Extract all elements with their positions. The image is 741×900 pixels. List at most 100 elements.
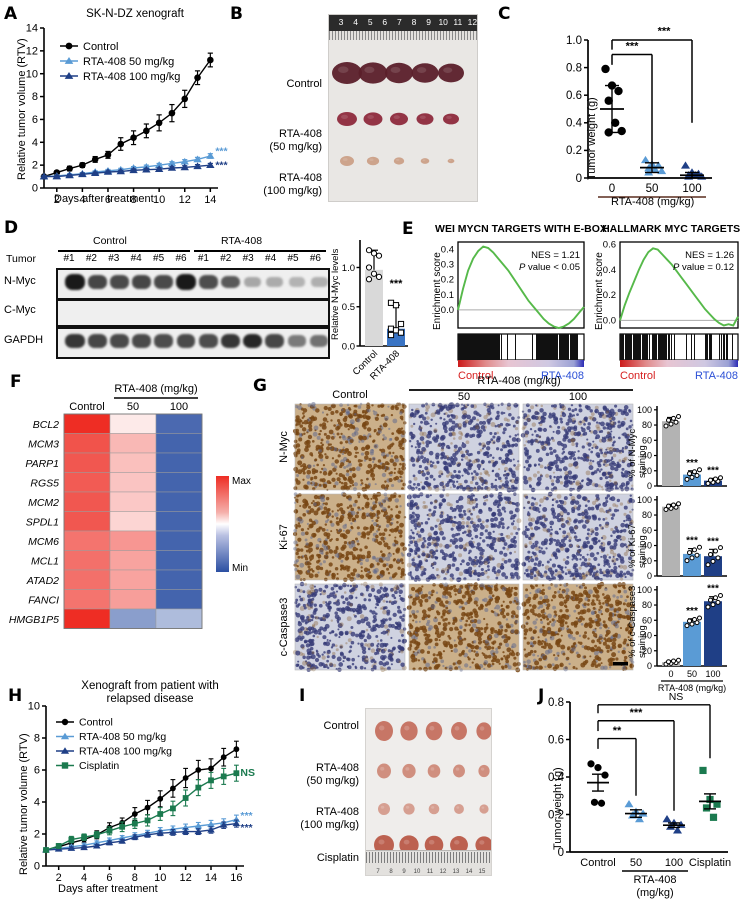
- tumor-specimen: [400, 721, 418, 741]
- panel-a-ytick: 10: [26, 68, 38, 80]
- panel-j-ytick: 0.4: [548, 772, 565, 784]
- panel-i: I Control RTA-408 (50 mg/kg) RTA-408 (100 mg…: [255, 660, 492, 900]
- blot-band: [176, 334, 196, 348]
- panel-e-ytick: 0.6: [603, 240, 616, 251]
- panel-a: A SK-N-DZ xenograft Relative tumor volum…: [0, 0, 229, 215]
- blot-band: [198, 275, 218, 289]
- panel-d-bar-ylabel: Relative N-Myc levels: [330, 248, 341, 340]
- row-title: Cisplatin: [316, 852, 359, 864]
- panel-f-cell: [109, 472, 157, 493]
- tumor-specimen: [425, 721, 443, 741]
- blot-band: [198, 334, 218, 348]
- row-subtitle: (100 mg/kg): [300, 819, 359, 831]
- panel-j-xtick: 100: [665, 857, 683, 869]
- blot-band: [110, 334, 129, 348]
- panel-g-ytick: 60: [642, 435, 652, 445]
- tumor-specimen: [427, 764, 441, 778]
- panel-b-row-label: RTA-408 (50 mg/kg): [228, 128, 322, 154]
- panel-h-xtick: 8: [132, 872, 138, 884]
- panel-c-ytick: 0.2: [566, 145, 582, 157]
- tumor-specimen: [454, 804, 464, 814]
- panel-d-group-rta: RTA-408: [221, 235, 263, 247]
- panel-f-cell: [109, 589, 157, 610]
- ruler-top: [329, 15, 477, 31]
- panel-h-plot: 0 2 4 6 8 10 2 4 6 8 10 12 14 16 Control RTA-408 50 mg/…: [28, 701, 255, 884]
- panel-g-sig: ***: [686, 458, 698, 469]
- ruler-number: 12: [467, 17, 478, 27]
- tumor-specimen: [478, 764, 490, 778]
- panel-g-xtick: 0: [668, 669, 673, 679]
- tumor-specimen: [453, 764, 465, 778]
- panel-c-ytick: 1.0: [566, 35, 582, 47]
- panel-e-pvalue-0: P value < 0.05: [519, 262, 580, 273]
- panel-f-label: F: [10, 372, 22, 392]
- panel-d-lane: #4: [130, 253, 142, 264]
- panel-f-row-label: MCM2: [28, 497, 59, 509]
- panel-g-bar: [683, 474, 701, 486]
- panel-h-legend-2: RTA-408 100 mg/kg: [79, 746, 172, 758]
- panel-g-sig: ***: [707, 465, 719, 476]
- panel-f-cell: [109, 511, 157, 532]
- panel-a-plot: 0 2 4 6 8 10 12 14 2 4 6 8 10 12 14 Control RTA-408 50 m…: [26, 23, 229, 206]
- panel-c-ytick: 0.4: [566, 118, 583, 130]
- panel-a-xtick: 2: [54, 194, 60, 206]
- panel-f-row-label: RGS5: [30, 477, 59, 489]
- panel-d-blot-label: N-Myc: [4, 275, 36, 287]
- panel-a-sig-50: ***: [215, 145, 228, 157]
- panel-c-label: C: [498, 4, 511, 24]
- panel-h-ytick: 2: [34, 829, 40, 841]
- tumor-specimen: [378, 803, 390, 815]
- panel-c-plot: 0 0.2 0.4 0.6 0.8 1.0 0 50 100 *** ***: [566, 25, 712, 198]
- tumor-specimen: [375, 721, 393, 741]
- panel-h-xtick: 4: [81, 872, 87, 884]
- panel-f-cell: [109, 433, 157, 454]
- tumor-specimen: [366, 156, 380, 166]
- tumor-specimen: [450, 836, 468, 854]
- panel-f-cell: [155, 569, 203, 590]
- panel-j-ytick: 0.8: [548, 697, 564, 709]
- panel-g-xtick: 100: [705, 669, 720, 679]
- panel-b-row-label: RTA-408 (100 mg/kg): [228, 172, 322, 198]
- panel-f-cell: [109, 569, 157, 590]
- panel-g-ytick: 0: [647, 661, 652, 671]
- panel-h-ytick: 0: [34, 861, 40, 873]
- panel-h-ytick: 4: [34, 797, 40, 809]
- panel-g-ytick: 40: [642, 541, 652, 551]
- panel-g-ytick: 0: [647, 481, 652, 491]
- panel-c-ytick: 0.8: [566, 62, 582, 74]
- panel-e-ytick: 0.2: [441, 275, 454, 286]
- panel-g-ytick: 100: [637, 585, 652, 595]
- panel-g-bar-ylabel: staining: [637, 535, 648, 568]
- panel-g-ytick: 40: [642, 631, 652, 641]
- panel-c-sig-2: ***: [658, 25, 672, 37]
- blot-band: [132, 334, 151, 348]
- panel-h-xtick: 14: [205, 872, 217, 884]
- panel-g-label: G: [253, 376, 267, 396]
- panel-d-lane: #3: [108, 253, 120, 264]
- panel-f-cell: [63, 452, 111, 473]
- tumor-specimen: [428, 803, 440, 815]
- panel-j: J Tumor weight (g) 0 0.2 0.4 0.6 0.8 Control 5…: [490, 660, 741, 900]
- panel-d-lane: #5: [153, 253, 165, 264]
- panel-h-sig-100: ***: [240, 822, 253, 834]
- panel-f-cell: [63, 608, 111, 629]
- panel-g-bar-ylabel: % of Ki-67: [627, 524, 638, 568]
- ruler-numbers: 3 4 5 6 7 8 9 10 11 12: [329, 16, 477, 30]
- ruler-number: 8: [389, 869, 393, 875]
- panel-e-pvalue-1: P value = 0.12: [673, 262, 734, 273]
- panel-d-blot-gapdh: [56, 327, 330, 359]
- ruler-number: 7: [397, 17, 402, 27]
- row-title: Control: [286, 78, 322, 90]
- panel-d-lane: #1: [63, 253, 75, 264]
- ruler-number: 4: [353, 17, 358, 27]
- panel-f-scale-max: Max: [232, 476, 251, 487]
- tumor-specimen: [358, 62, 388, 84]
- panel-e-ytick: 0.2: [603, 290, 616, 301]
- panel-h: H Xenograft from patient with relapsed d…: [0, 660, 255, 900]
- blot-band: [176, 274, 196, 290]
- tumor-specimen: [337, 112, 357, 126]
- panel-g-ytick: 20: [642, 556, 652, 566]
- panel-g-col-header: 100: [569, 391, 587, 403]
- panel-e-ylabel-1: Enrichment score: [594, 252, 605, 330]
